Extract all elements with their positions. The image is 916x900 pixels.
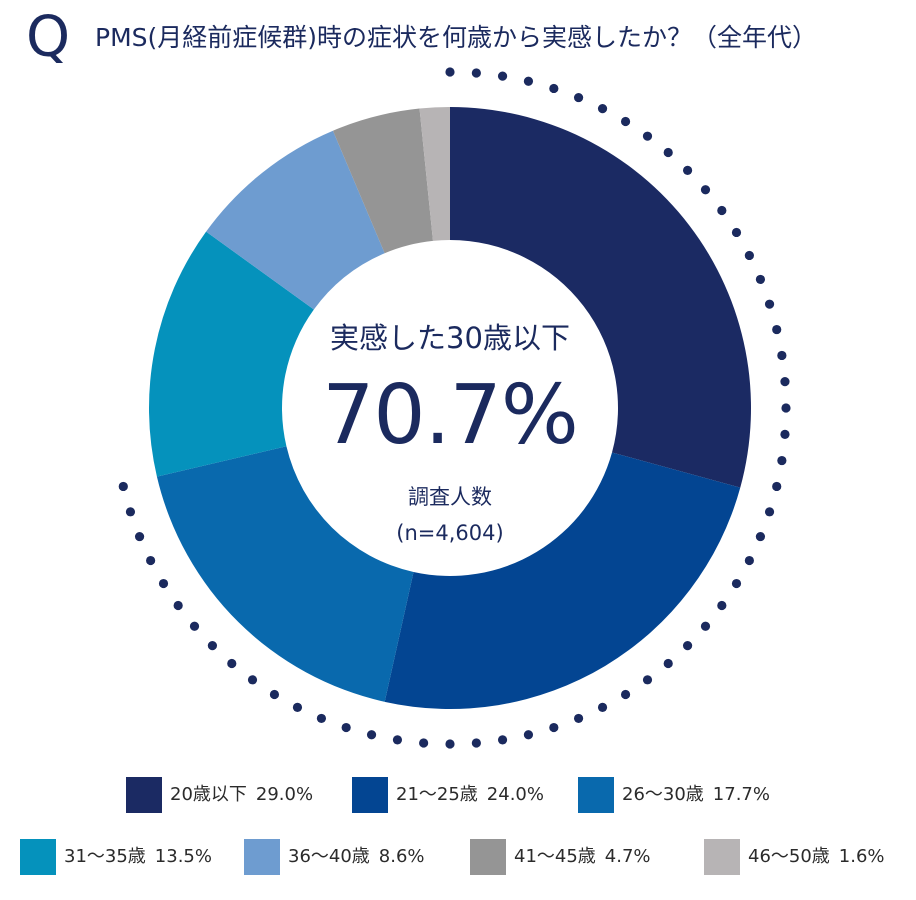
legend-item-46-50: 46〜50歳 1.6% xyxy=(704,839,885,875)
donut-slice-36-40 xyxy=(206,130,385,310)
highlight-dot xyxy=(642,675,653,685)
legend-label: 21〜25歳 24.0% xyxy=(396,784,544,805)
highlight-dotted-arc xyxy=(118,67,791,749)
highlight-dot xyxy=(497,71,508,81)
highlight-dot xyxy=(744,555,754,566)
highlight-dot xyxy=(523,76,534,86)
highlight-dot xyxy=(549,83,559,94)
highlight-dot xyxy=(445,67,455,77)
legend-label: 26〜30歳 17.7% xyxy=(622,784,770,805)
highlight-dot xyxy=(173,600,183,611)
center-subtitle: 実感した30歳以下 xyxy=(330,321,570,355)
highlight-dot xyxy=(523,730,534,740)
highlight-dot xyxy=(731,227,742,238)
highlight-dot xyxy=(471,738,481,748)
highlight-dot xyxy=(573,713,584,724)
chart-title: PMS(月経前症候群)時の症状を何歳から実感したか？（全年代） xyxy=(95,23,818,52)
legend-swatch xyxy=(578,777,614,813)
legend-item-41-45: 41〜45歳 4.7% xyxy=(470,839,651,875)
legend-swatch xyxy=(20,839,56,875)
legend-item-31-35: 31〜35歳 13.5% xyxy=(20,839,212,875)
highlight-dot xyxy=(781,403,791,413)
highlight-dot xyxy=(549,722,559,733)
donut-slice-31-35 xyxy=(149,231,314,477)
highlight-dot xyxy=(717,600,727,611)
highlight-dot xyxy=(146,555,156,566)
highlight-dot xyxy=(620,689,631,700)
legend-label: 36〜40歳 8.6% xyxy=(288,846,425,867)
donut-slices xyxy=(149,107,751,709)
donut-slice-21-25 xyxy=(384,452,741,709)
highlight-dot xyxy=(118,481,128,492)
highlight-dot xyxy=(189,621,200,631)
legend-label: 46〜50歳 1.6% xyxy=(748,846,885,867)
highlight-dot xyxy=(777,350,787,361)
legend-item-20-or-under: 20歳以下 29.0% xyxy=(126,777,313,813)
legend-label: 41〜45歳 4.7% xyxy=(514,846,651,867)
highlight-dot xyxy=(341,722,351,733)
highlight-dot xyxy=(682,640,693,651)
highlight-dot xyxy=(755,531,766,542)
highlight-dot xyxy=(497,735,508,745)
highlight-dot xyxy=(772,324,782,335)
legend-swatch xyxy=(352,777,388,813)
highlight-dot xyxy=(663,658,673,669)
donut-slice-46-50 xyxy=(419,107,450,241)
legend-item-26-30: 26〜30歳 17.7% xyxy=(578,777,770,813)
highlight-dot xyxy=(777,455,787,466)
sample-size-value: (n=4,604) xyxy=(396,521,504,545)
highlight-dot xyxy=(292,702,303,712)
highlight-dot xyxy=(700,185,711,195)
highlight-dot xyxy=(642,131,653,141)
highlight-dot xyxy=(780,429,790,439)
highlight-dot xyxy=(764,507,775,517)
highlight-dot xyxy=(158,578,169,589)
legend-label: 31〜35歳 13.5% xyxy=(64,846,212,867)
highlight-dot xyxy=(744,250,754,261)
legend-item-36-40: 36〜40歳 8.6% xyxy=(244,839,425,875)
highlight-dot xyxy=(597,104,608,114)
highlight-dot xyxy=(134,531,145,542)
highlight-dot xyxy=(717,205,727,216)
donut-slice-41-45 xyxy=(332,108,433,254)
question-mark-label: Q xyxy=(26,5,71,70)
highlight-dot xyxy=(366,730,377,740)
donut-slice-26-30 xyxy=(156,446,414,702)
highlight-dot xyxy=(663,147,673,158)
highlight-dot xyxy=(780,377,790,387)
highlight-dot xyxy=(597,702,608,712)
highlight-dot xyxy=(755,274,766,285)
legend-swatch xyxy=(126,777,162,813)
sample-size-label: 調査人数 xyxy=(408,485,492,509)
highlight-dot xyxy=(392,735,403,745)
highlight-dot xyxy=(247,675,258,685)
highlight-dot xyxy=(419,738,429,748)
highlight-dot xyxy=(700,621,711,631)
legend-swatch xyxy=(470,839,506,875)
highlight-dot xyxy=(764,299,775,309)
center-percentage: 70.7% xyxy=(322,368,579,463)
highlight-dot xyxy=(772,481,782,492)
highlight-dot xyxy=(471,68,481,78)
highlight-dot xyxy=(227,658,237,669)
legend-item-21-25: 21〜25歳 24.0% xyxy=(352,777,544,813)
highlight-dot xyxy=(573,92,584,103)
highlight-dot xyxy=(445,739,455,749)
highlight-dot xyxy=(620,116,631,127)
highlight-dot xyxy=(269,689,280,700)
donut-slice-20-or-under xyxy=(450,107,751,488)
legend-swatch xyxy=(244,839,280,875)
highlight-dot xyxy=(316,713,327,724)
highlight-dot xyxy=(125,507,136,517)
legend-swatch xyxy=(704,839,740,875)
highlight-dot xyxy=(207,640,218,651)
highlight-dot xyxy=(682,165,693,176)
highlight-dot xyxy=(731,578,742,589)
legend-label: 20歳以下 29.0% xyxy=(170,784,314,805)
